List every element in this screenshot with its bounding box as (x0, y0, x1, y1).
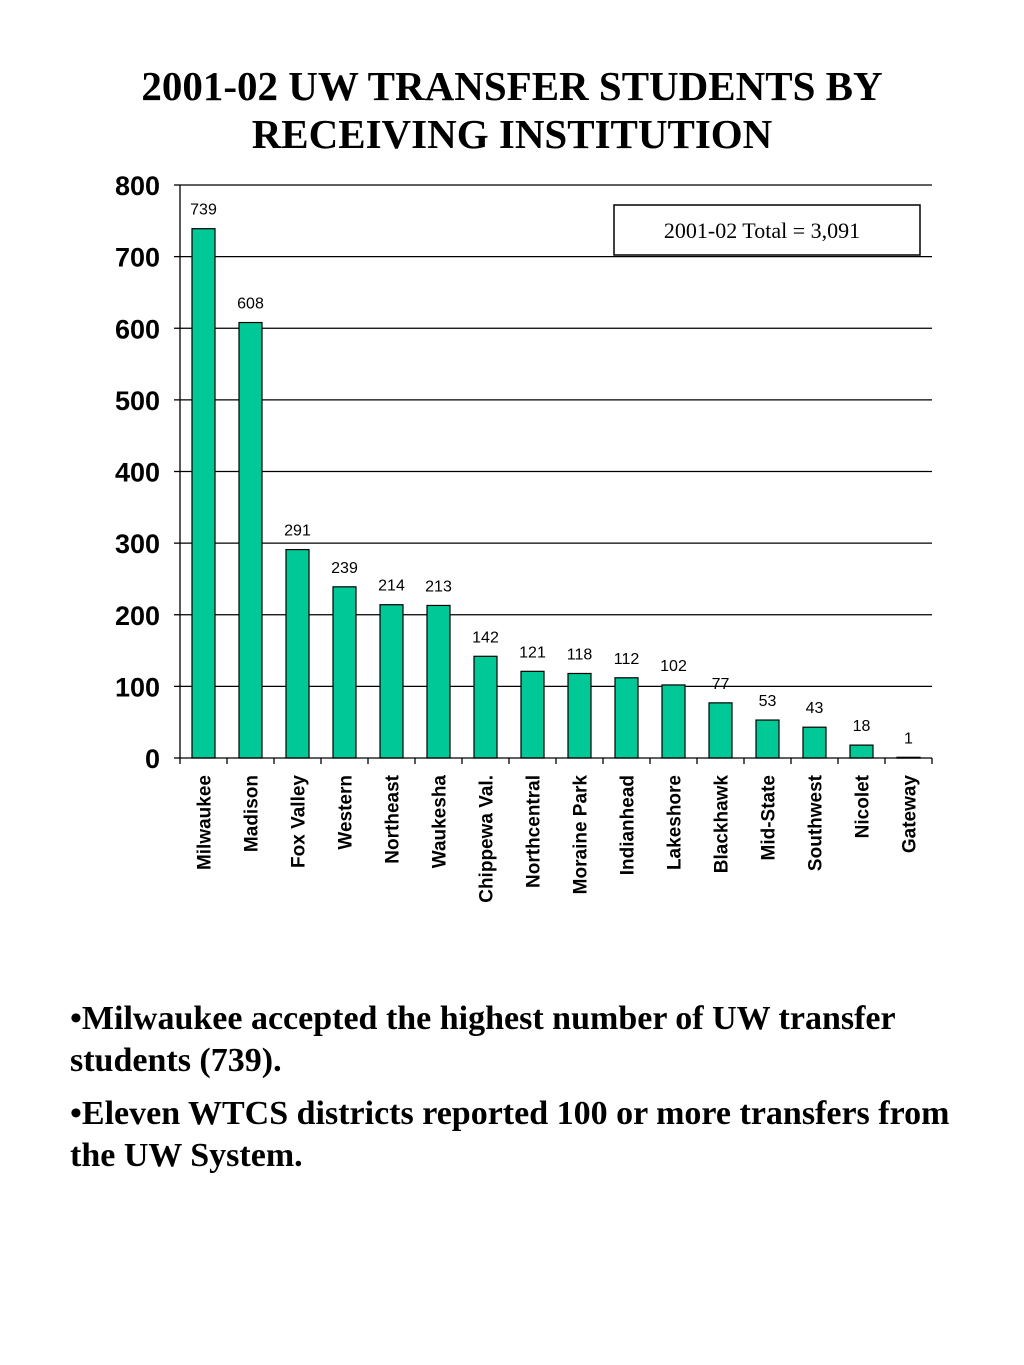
data-label-Chippewa Val.: 142 (472, 629, 499, 646)
y-tick-label-0: 0 (145, 744, 160, 774)
bullet-list: •Milwaukee accepted the highest number o… (70, 998, 980, 1188)
data-label-Western: 239 (331, 560, 358, 577)
total-annotation-text: 2001-02 Total = 3,091 (664, 218, 860, 243)
bar-Moraine Park (567, 672, 592, 759)
x-tick-label-Mid-State: Mid-State (759, 775, 780, 861)
y-tick-label-100: 100 (115, 672, 160, 702)
y-axis-ticks: 0 100 200 300 400 500 600 700 800 (115, 171, 160, 774)
bar-Blackhawk (708, 702, 733, 759)
data-label-Northcentral: 121 (519, 644, 546, 661)
x-tick-label-Southwest: Southwest (806, 774, 827, 871)
data-label-Mid-State: 53 (759, 693, 777, 710)
x-tick-label-Waukesha: Waukesha (430, 775, 451, 869)
x-tick-label-Nicolet: Nicolet (853, 774, 874, 838)
chart-title: 2001-02 UW TRANSFER STUDENTS BY RECEIVIN… (141, 63, 883, 157)
gridlines (180, 184, 932, 688)
bar-Fox Valley (285, 548, 310, 759)
x-tick-label-Indianhead: Indianhead (618, 775, 639, 875)
data-label-Southwest: 43 (806, 700, 824, 717)
bar-Nicolet (849, 744, 874, 759)
y-tick-label-800: 800 (115, 171, 160, 201)
axes (174, 184, 933, 764)
bar-Chippewa Val. (473, 655, 498, 759)
data-label-Waukesha: 213 (425, 578, 452, 595)
y-tick-label-600: 600 (115, 314, 160, 344)
y-tick-label-200: 200 (115, 601, 160, 631)
bar-Milwaukee (191, 228, 216, 759)
data-label-Indianhead: 112 (614, 651, 640, 668)
bullet-item-2: •Eleven WTCS districts reported 100 or m… (70, 1095, 950, 1174)
data-label-Lakeshore: 102 (660, 658, 687, 675)
bars (191, 228, 921, 759)
total-annotation-box: 2001-02 Total = 3,091 (613, 204, 921, 256)
bar-Northeast (379, 604, 404, 759)
bar-Waukesha (426, 604, 451, 759)
data-label-Gateway: 1 (904, 730, 913, 747)
data-label-Blackhawk: 77 (712, 676, 730, 693)
x-tick-label-Western: Western (336, 775, 357, 850)
x-tick-label-Blackhawk: Blackhawk (712, 775, 733, 874)
bar-Western (332, 586, 357, 759)
data-label-Nicolet: 18 (853, 718, 871, 735)
y-tick-label-700: 700 (115, 243, 160, 273)
x-axis-ticks: Milwaukee Madison Fox Valley Western Northea… (195, 774, 921, 902)
bar-Northcentral (520, 670, 545, 759)
x-tick-label-Northcentral: Northcentral (524, 775, 545, 888)
x-tick-label-Moraine Park: Moraine Park (571, 775, 592, 895)
data-label-Madison: 608 (237, 296, 264, 313)
bar-Madison (238, 321, 263, 759)
bar-chart: 0 100 200 300 400 500 600 700 800 739 608 291 239 21… (115, 171, 933, 903)
x-tick-label-Fox Valley: Fox Valley (289, 775, 310, 868)
bar-Southwest (802, 726, 827, 759)
x-tick-label-Madison: Madison (242, 775, 263, 852)
y-tick-label-500: 500 (115, 386, 160, 416)
data-label-Northeast: 214 (378, 578, 405, 595)
bar-Indianhead (614, 677, 639, 759)
data-label-Fox Valley: 291 (284, 523, 311, 540)
x-tick-label-Northeast: Northeast (383, 774, 404, 863)
y-tick-label-400: 400 (115, 458, 160, 488)
bar-Mid-State (755, 719, 780, 759)
data-label-Milwaukee: 739 (190, 202, 217, 219)
x-tick-label-Milwaukee: Milwaukee (195, 775, 216, 870)
x-tick-label-Gateway: Gateway (900, 775, 921, 854)
bullet-item-1: •Milwaukee accepted the highest number o… (70, 1000, 895, 1079)
data-label-Moraine Park: 118 (567, 646, 593, 663)
y-tick-label-300: 300 (115, 529, 160, 559)
x-tick-label-Lakeshore: Lakeshore (665, 775, 686, 870)
bar-Lakeshore (661, 684, 686, 759)
x-tick-label-Chippewa Val.: Chippewa Val. (477, 775, 498, 903)
